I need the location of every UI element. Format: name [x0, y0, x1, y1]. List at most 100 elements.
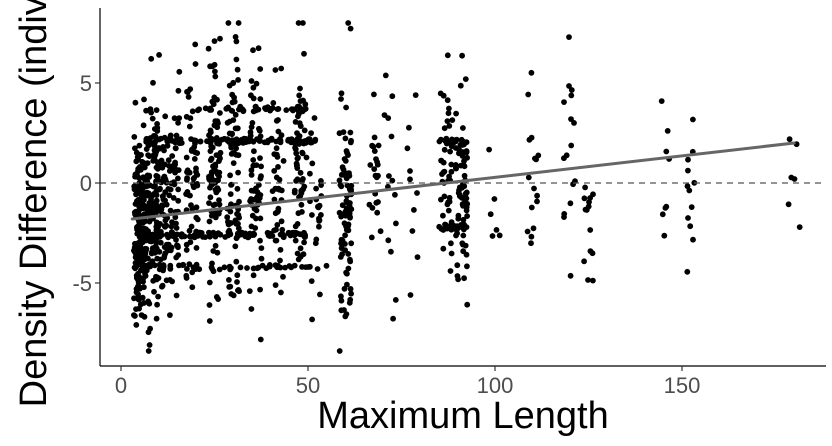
data-point-169: [135, 151, 142, 158]
data-point-571: [216, 197, 222, 204]
data-point-1102: [455, 276, 461, 283]
data-point-1188: [786, 136, 793, 143]
data-point-582: [207, 129, 214, 136]
data-point-1099: [459, 52, 465, 59]
data-point-1260: [256, 138, 263, 144]
data-point-411: [168, 223, 175, 230]
data-point-659: [236, 214, 243, 221]
data-point-965: [371, 134, 378, 141]
y-tick-label-2: 5: [80, 71, 92, 96]
data-point-1433: [444, 225, 450, 232]
data-point-657: [234, 185, 241, 192]
data-point-579: [206, 177, 213, 183]
data-point-284: [145, 182, 151, 189]
data-point-218: [145, 348, 152, 354]
data-point-726: [248, 187, 255, 194]
data-point-886: [340, 129, 347, 136]
data-point-1471: [259, 262, 266, 269]
data-point-758: [271, 227, 277, 234]
data-point-234: [149, 115, 156, 122]
data-point-1184: [785, 201, 792, 208]
data-point-1106: [454, 230, 460, 237]
data-point-492: [185, 94, 192, 100]
data-point-728: [250, 272, 257, 279]
data-point-977: [390, 315, 396, 322]
data-point-547: [212, 68, 218, 75]
data-point-450: [189, 284, 196, 291]
data-point-1215: [214, 138, 221, 145]
data-point-621: [233, 220, 240, 227]
data-point-772: [274, 209, 281, 216]
data-point-740: [274, 222, 281, 228]
data-point-1269: [246, 135, 253, 142]
data-point-694: [253, 207, 260, 214]
data-point-888: [336, 177, 343, 184]
data-point-799: [292, 237, 299, 244]
data-point-834: [297, 169, 304, 176]
data-point-655: [227, 172, 234, 179]
data-point-1460: [272, 262, 279, 269]
data-point-175: [138, 312, 145, 318]
data-point-849: [316, 202, 323, 209]
data-point-1411: [264, 104, 271, 111]
x-tick-label-3: 150: [664, 373, 701, 398]
data-point-829: [299, 209, 305, 215]
data-point-1432: [459, 224, 465, 231]
data-point-1020: [446, 105, 452, 112]
data-point-1152: [590, 277, 596, 284]
data-point-915: [338, 183, 345, 190]
data-point-1091: [460, 216, 467, 223]
data-point-383: [175, 197, 182, 204]
data-point-743: [270, 100, 277, 106]
data-point-423: [175, 87, 182, 94]
data-point-1451: [160, 262, 167, 268]
data-point-757: [273, 237, 280, 244]
data-point-1085: [463, 251, 470, 258]
data-point-418: [165, 157, 172, 164]
data-point-769: [278, 218, 285, 225]
data-point-1112: [487, 211, 494, 218]
data-point-913: [344, 281, 350, 288]
data-point-265: [146, 300, 153, 307]
data-point-792: [294, 155, 301, 162]
data-point-970: [369, 205, 376, 211]
data-point-720: [248, 196, 255, 202]
data-point-1261: [250, 138, 257, 145]
data-point-181: [153, 315, 160, 322]
data-point-1296: [453, 136, 460, 143]
data-point-1199: [204, 138, 210, 145]
data-point-848: [316, 218, 322, 224]
data-point-1344: [149, 231, 156, 238]
data-point-660: [230, 150, 237, 156]
data-point-1127: [530, 225, 537, 232]
data-point-670: [257, 286, 263, 293]
data-point-692: [250, 157, 257, 163]
data-point-379: [162, 177, 169, 184]
data-point-177: [137, 182, 144, 188]
data-point-1025: [441, 193, 448, 200]
data-point-663: [235, 169, 242, 176]
data-point-359: [154, 173, 161, 180]
data-point-369: [158, 157, 165, 164]
data-point-741: [277, 257, 283, 264]
data-point-1474: [179, 262, 186, 268]
data-point-1036: [445, 199, 452, 206]
data-point-287: [144, 160, 151, 167]
data-point-488: [183, 113, 190, 120]
data-point-1364: [186, 233, 193, 240]
data-point-1262: [288, 136, 295, 143]
data-point-930: [339, 237, 346, 244]
data-point-498: [186, 123, 193, 130]
data-point-1272: [143, 136, 150, 143]
data-point-1114: [496, 232, 503, 239]
data-point-550: [206, 279, 213, 286]
data-point-681: [250, 84, 257, 91]
data-point-896: [348, 240, 355, 247]
data-point-656: [226, 277, 232, 283]
data-point-1469: [237, 264, 244, 271]
data-point-454: [188, 223, 195, 230]
data-point-974: [388, 133, 395, 140]
data-point-732: [271, 196, 278, 203]
data-point-688: [250, 47, 256, 54]
